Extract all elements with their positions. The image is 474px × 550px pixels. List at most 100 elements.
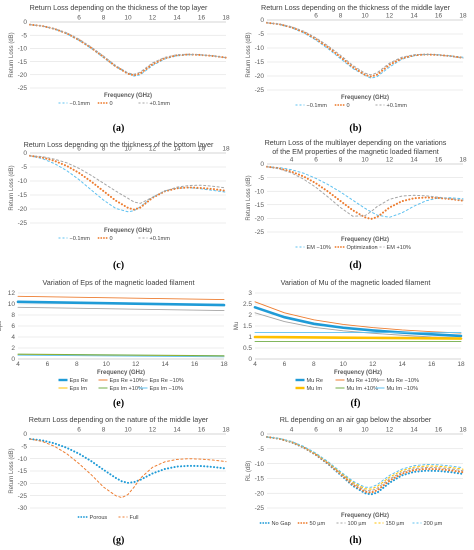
x-tick-label: 10 xyxy=(361,157,369,164)
legend-entry: −0.1mm xyxy=(70,101,91,107)
y-tick-label: 0 xyxy=(248,356,252,363)
x-tick-label: 8 xyxy=(75,361,79,368)
x-tick-label: 10 xyxy=(361,427,369,434)
chart-title: RL depending on an air gap below the abs… xyxy=(280,415,432,424)
x-tick-label: 18 xyxy=(220,361,228,368)
x-tick-label: 18 xyxy=(459,427,467,434)
legend-entry: −0.1mm xyxy=(70,236,91,242)
x-tick-label: 8 xyxy=(102,146,106,153)
chart-svg-e: Variation of Eps of the magnetic loaded … xyxy=(0,278,228,409)
y-tick-label: -15 xyxy=(255,202,265,209)
series-line xyxy=(254,312,462,339)
series-line xyxy=(29,154,227,211)
x-tick-label: 18 xyxy=(222,427,230,434)
series-line xyxy=(266,165,464,220)
chart-title: Return Loss depending on the thickness o… xyxy=(30,3,208,12)
chart-svg-a: Return Loss depending on the thickness o… xyxy=(9,3,230,134)
legend-entry: +0.1mm xyxy=(150,236,171,242)
y-tick-label: -15 xyxy=(255,476,265,483)
legend-entry: 50 µm xyxy=(310,521,326,527)
legend-entry: Mu Re +10% xyxy=(347,378,380,384)
x-tick-label: 18 xyxy=(459,13,467,20)
y-tick-label: -20 xyxy=(18,72,28,79)
y-tick-label: -15 xyxy=(18,192,28,199)
y-tick-label: -5 xyxy=(258,175,264,182)
legend-entry: Optimization xyxy=(347,245,378,251)
x-tick-label: 14 xyxy=(162,361,170,368)
x-tick-label: 4 xyxy=(290,157,294,164)
legend-entry: Mu Im xyxy=(307,386,323,392)
y-tick-label: -15 xyxy=(255,59,265,66)
x-tick-label: 16 xyxy=(198,15,206,22)
legend-entry: Full xyxy=(130,515,139,521)
x-tick-label: 14 xyxy=(410,157,418,164)
panel-label: (a) xyxy=(113,123,125,134)
x-tick-label: 10 xyxy=(124,427,132,434)
x-tick-label: 12 xyxy=(386,427,394,434)
y-tick-label: 1 xyxy=(248,334,252,341)
legend-entry: 100 µm xyxy=(348,521,367,527)
legend-entry: Eps Re xyxy=(70,378,88,384)
chart-svg-h: RL depending on an air gap below the abs… xyxy=(246,415,467,546)
chart-title: Return Loss depending on the thickness o… xyxy=(24,140,214,149)
chart-panel-d: Return Loss of the multilayer depending … xyxy=(237,137,474,274)
legend-entry: 0 xyxy=(347,103,350,109)
y-tick-label: 0.5 xyxy=(243,345,252,352)
y-axis-label: Eps xyxy=(0,321,3,331)
x-tick-label: 10 xyxy=(124,146,132,153)
legend-entry: +0.1mm xyxy=(150,101,171,107)
x-tick-label: 8 xyxy=(339,427,343,434)
legend-entry: −0.1mm xyxy=(307,103,328,109)
y-tick-label: -5 xyxy=(258,446,264,453)
chart-panel-h: RL depending on an air gap below the abs… xyxy=(237,412,474,549)
y-tick-label: -25 xyxy=(18,85,28,92)
x-tick-label: 6 xyxy=(77,146,81,153)
x-tick-label: 6 xyxy=(46,361,50,368)
y-tick-label: -20 xyxy=(18,481,28,488)
y-tick-label: -30 xyxy=(18,505,28,512)
panel-label: (h) xyxy=(349,535,361,546)
y-tick-label: -10 xyxy=(255,188,265,195)
legend-entry: Mu Im +10% xyxy=(347,386,379,392)
y-tick-label: 12 xyxy=(8,290,16,297)
y-tick-label: 1.5 xyxy=(243,323,252,330)
x-tick-label: 6 xyxy=(77,427,81,434)
legend-entry: 0 xyxy=(110,236,113,242)
x-tick-label: 18 xyxy=(459,157,467,164)
chart-panel-f: Variation of Mu of the magnetic loaded f… xyxy=(234,275,474,412)
y-axis-label: RL (dB) xyxy=(246,461,252,481)
chart-title: Variation of Eps of the magnetic loaded … xyxy=(42,278,194,287)
legend-entry: Eps Re +10% xyxy=(110,378,144,384)
legend-entry: Mu Re −10% xyxy=(387,378,420,384)
legend-entry: EM +10% xyxy=(387,245,411,251)
y-tick-label: -10 xyxy=(18,178,28,185)
x-tick-label: 4 xyxy=(253,361,257,368)
series-line xyxy=(29,437,227,484)
chart-svg-g: Return Loss depending on the nature of t… xyxy=(9,415,230,546)
x-axis-label: Frequency (GHz) xyxy=(97,370,145,376)
x-tick-label: 14 xyxy=(173,146,181,153)
chart-panel-b: Return Loss depending on the thickness o… xyxy=(237,0,474,137)
series-line xyxy=(253,306,463,338)
y-tick-label: 2 xyxy=(248,312,252,319)
x-tick-label: 4 xyxy=(290,427,294,434)
y-tick-label: -25 xyxy=(255,229,265,236)
y-tick-label: -10 xyxy=(255,45,265,52)
chart-svg-f: Variation of Mu of the magnetic loaded f… xyxy=(234,278,465,409)
series-line xyxy=(266,166,464,218)
x-tick-label: 16 xyxy=(435,13,443,20)
y-tick-label: 0 xyxy=(23,431,27,438)
series-line xyxy=(29,155,227,204)
y-tick-label: -20 xyxy=(255,73,265,80)
x-tick-label: 14 xyxy=(410,13,418,20)
x-tick-label: 10 xyxy=(340,361,348,368)
x-tick-label: 6 xyxy=(314,427,318,434)
x-tick-label: 14 xyxy=(173,15,181,22)
y-tick-label: -25 xyxy=(255,505,265,512)
x-tick-label: 12 xyxy=(149,427,157,434)
y-axis-label: Return Loss (dB) xyxy=(9,165,15,210)
y-axis-label: Return Loss (dB) xyxy=(246,32,252,77)
y-tick-label: 8 xyxy=(11,312,15,319)
x-tick-label: 10 xyxy=(124,15,132,22)
x-tick-label: 8 xyxy=(339,157,343,164)
